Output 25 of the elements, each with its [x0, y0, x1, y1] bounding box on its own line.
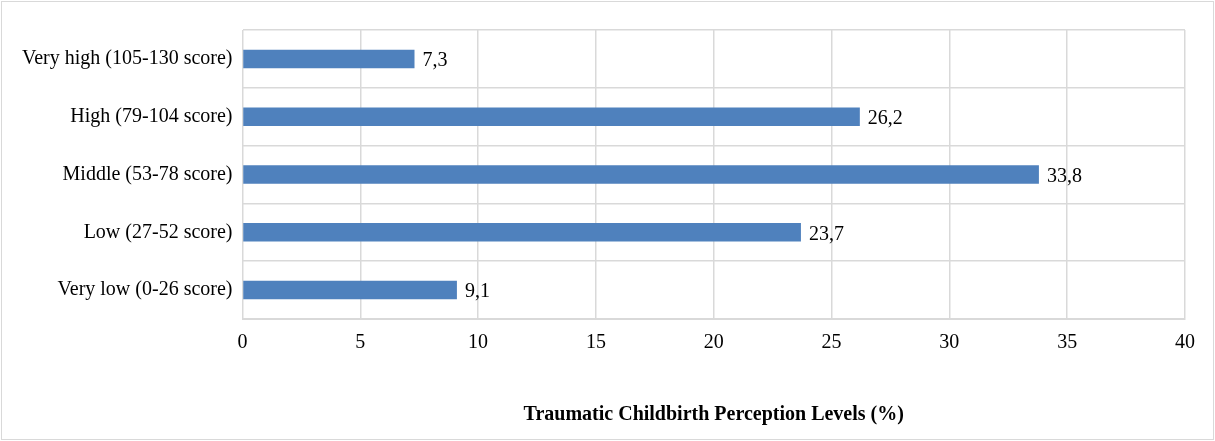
y-tick-label: Very low (0-26 score)	[57, 277, 233, 301]
y-tick-label: Low (27-52 score)	[83, 219, 233, 243]
x-tick-label: 15	[585, 330, 606, 353]
data-label: 23,7	[808, 221, 844, 244]
x-tick-label: 40	[1175, 330, 1195, 353]
y-tick-label: Middle (53-78 score)	[62, 161, 233, 185]
bar	[243, 49, 415, 69]
bar	[243, 107, 860, 126]
bar	[243, 223, 801, 242]
data-label: 9,1	[464, 279, 490, 302]
data-label: 33,8	[1046, 163, 1082, 186]
x-tick-label: 35	[1057, 330, 1078, 353]
x-tick-label: 25	[821, 330, 842, 353]
x-tick-label: 20	[703, 330, 724, 353]
x-axis-title: Traumatic Childbirth Perception Levels (%)	[523, 402, 904, 426]
bar	[243, 280, 457, 300]
data-label: 7,3	[422, 48, 448, 71]
data-label: 26,2	[867, 105, 903, 128]
x-tick-label: 0	[237, 330, 248, 353]
y-tick-label: Very high (105-130 score)	[22, 46, 233, 70]
x-tick-label: 5	[355, 330, 366, 353]
y-tick-label: High (79-104 score)	[70, 103, 233, 127]
bar	[243, 165, 1039, 184]
x-tick-label: 10	[468, 330, 489, 353]
x-tick-label: 30	[939, 330, 960, 353]
